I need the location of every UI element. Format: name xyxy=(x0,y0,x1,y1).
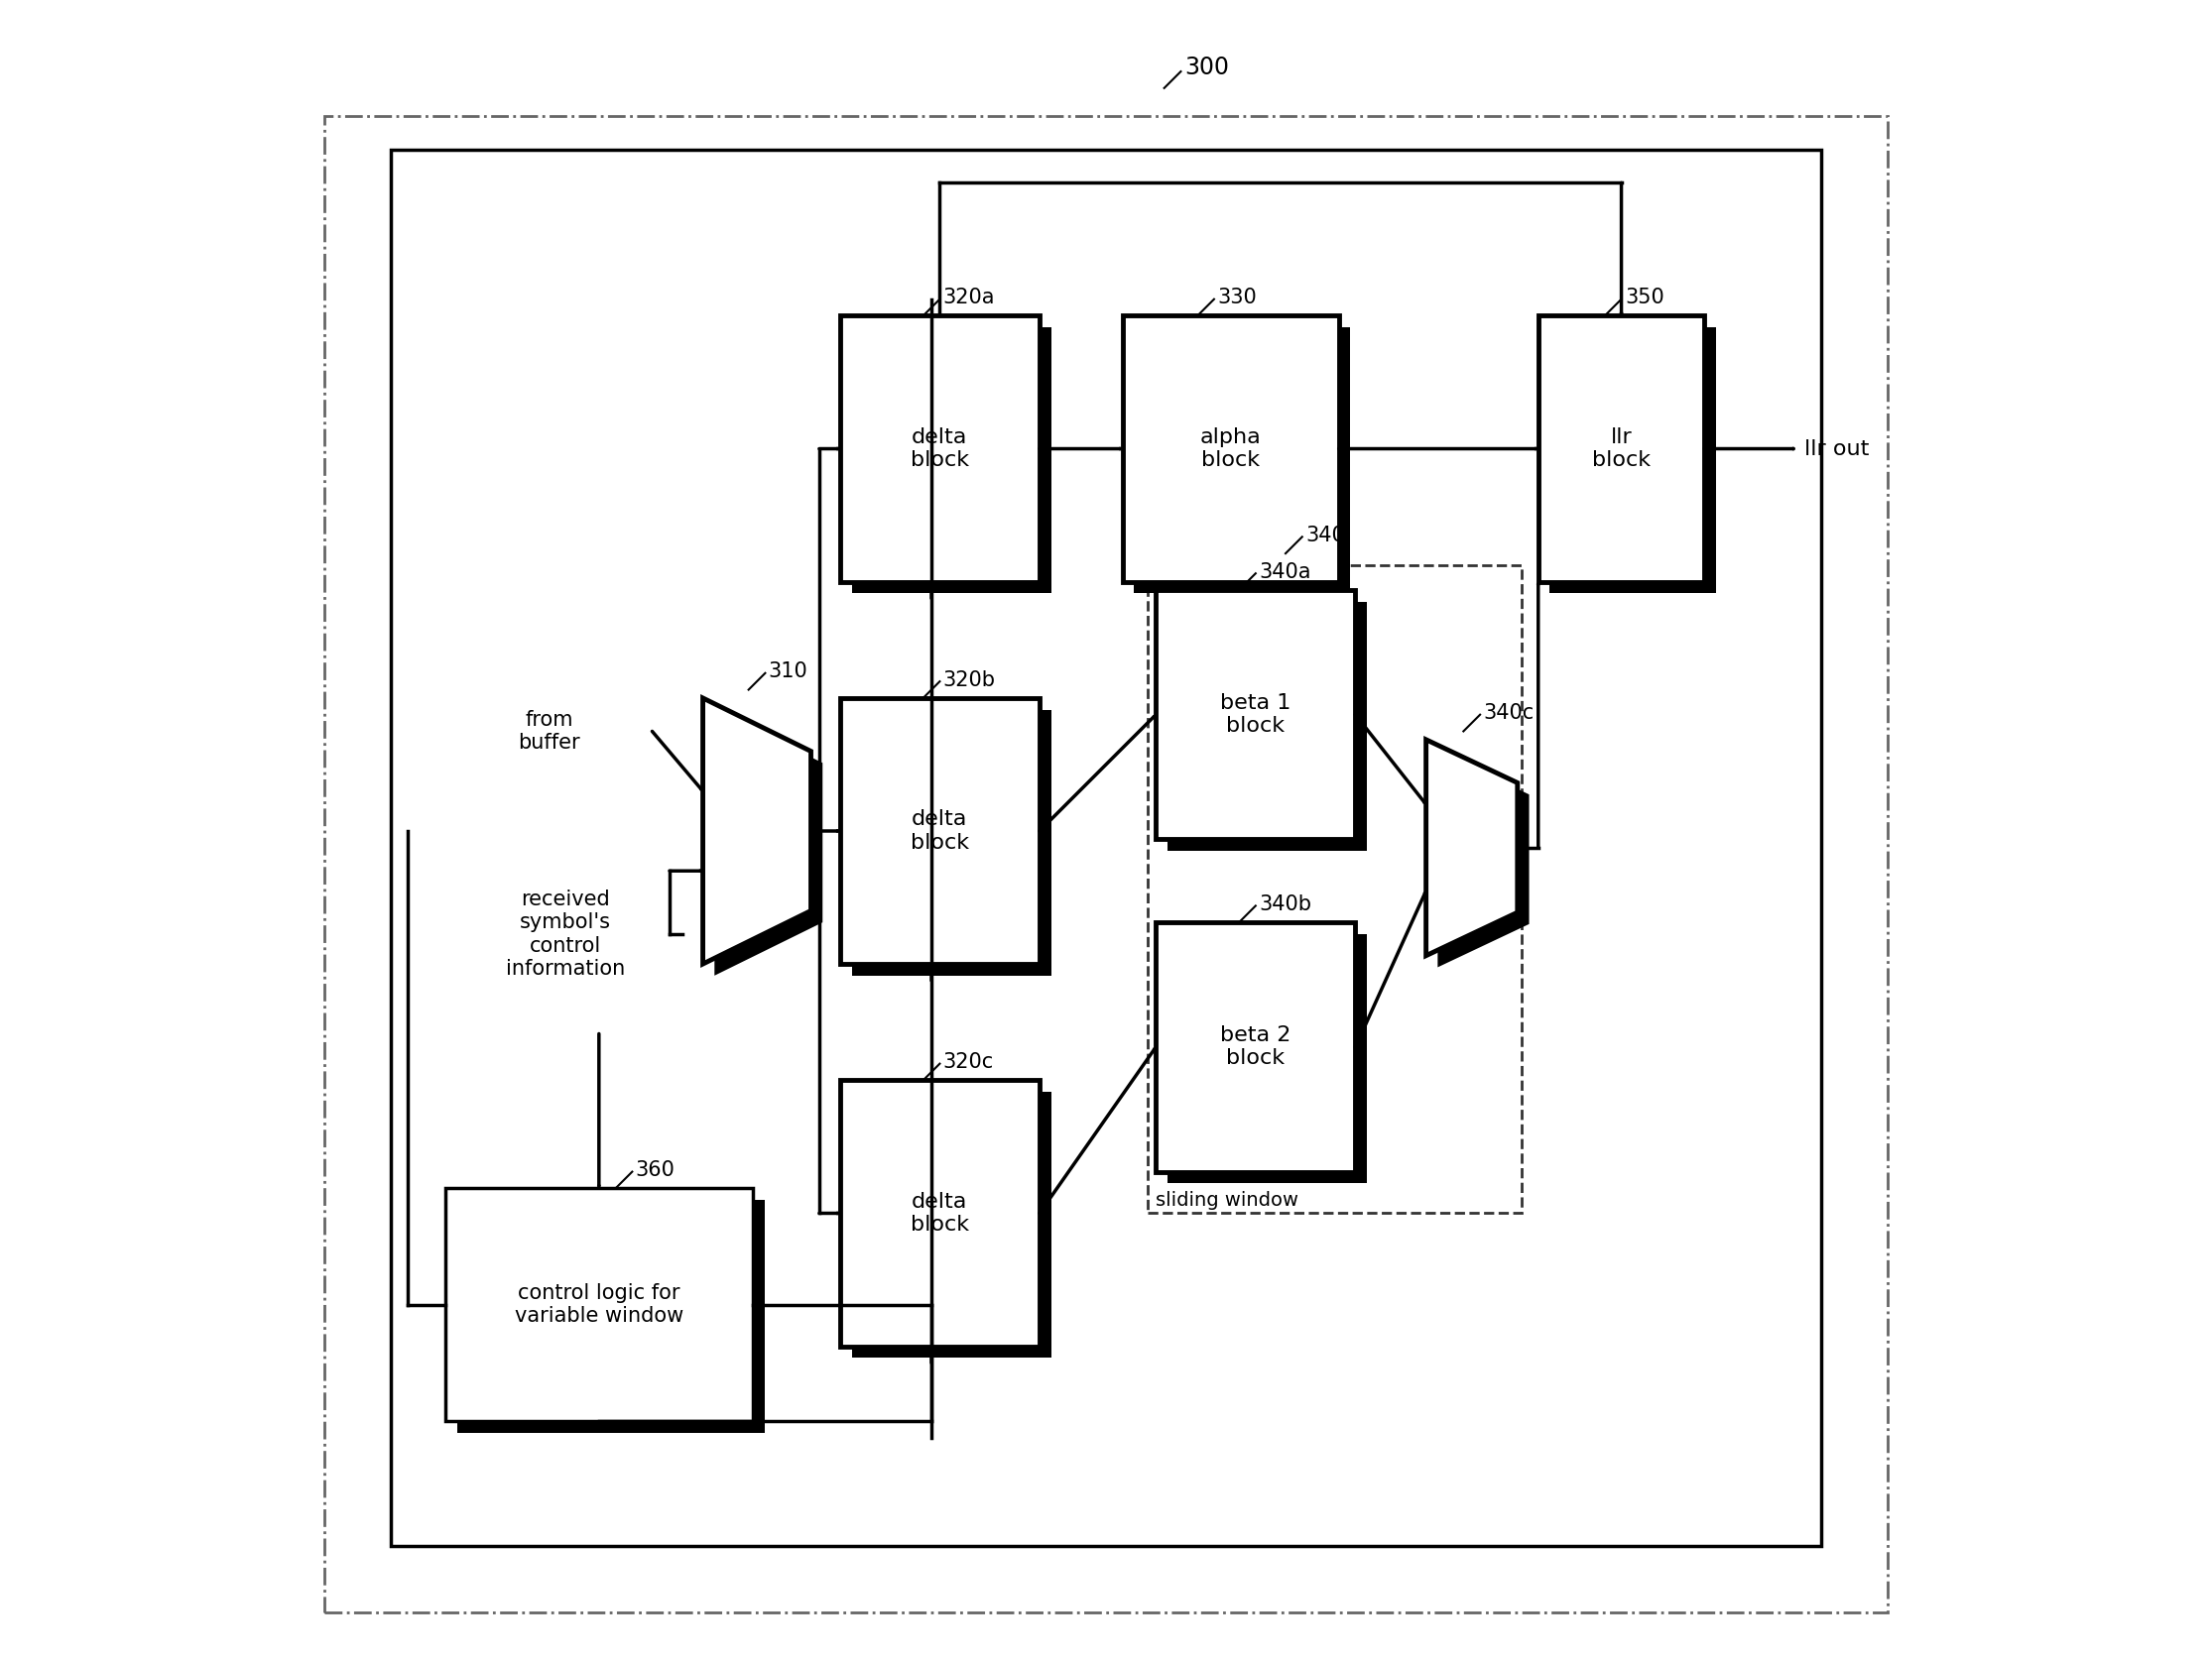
Polygon shape xyxy=(1427,740,1517,956)
Text: llr out: llr out xyxy=(1805,439,1869,459)
Bar xyxy=(1135,327,1349,593)
Bar xyxy=(852,327,1051,593)
Text: 340b: 340b xyxy=(1259,894,1312,914)
Bar xyxy=(1124,316,1338,582)
Bar xyxy=(852,710,1051,976)
Bar xyxy=(445,1188,752,1421)
Bar xyxy=(1551,327,1717,593)
Polygon shape xyxy=(714,710,823,976)
Text: beta 2
block: beta 2 block xyxy=(1221,1025,1292,1069)
Text: 320b: 320b xyxy=(942,670,995,690)
Text: 340a: 340a xyxy=(1259,562,1312,582)
Bar xyxy=(392,150,1820,1546)
Text: 350: 350 xyxy=(1624,288,1663,307)
Bar xyxy=(1168,934,1367,1183)
Text: 360: 360 xyxy=(635,1160,675,1180)
Text: 320a: 320a xyxy=(942,288,995,307)
Text: 340c: 340c xyxy=(1484,703,1535,723)
Bar xyxy=(841,698,1040,964)
Text: delta
block: delta block xyxy=(911,427,969,470)
Text: delta
block: delta block xyxy=(911,1192,969,1235)
Bar xyxy=(1168,602,1367,851)
Text: beta 1
block: beta 1 block xyxy=(1221,693,1292,736)
Bar xyxy=(1157,590,1356,839)
Text: llr
block: llr block xyxy=(1593,427,1650,470)
Bar xyxy=(1157,922,1356,1172)
Text: 340: 340 xyxy=(1305,525,1345,545)
Text: 300: 300 xyxy=(1183,57,1230,80)
Bar xyxy=(841,316,1040,582)
Text: alpha
block: alpha block xyxy=(1201,427,1261,470)
Bar xyxy=(1537,316,1705,582)
Text: sliding window: sliding window xyxy=(1157,1192,1298,1210)
Text: delta
block: delta block xyxy=(911,809,969,853)
Bar xyxy=(852,1092,1051,1358)
Text: received
symbol's
control
information: received symbol's control information xyxy=(507,889,626,979)
Text: from
buffer: from buffer xyxy=(518,710,580,753)
Text: 310: 310 xyxy=(768,661,807,681)
Bar xyxy=(1148,565,1522,1213)
Text: control logic for
variable window: control logic for variable window xyxy=(515,1283,684,1326)
Polygon shape xyxy=(703,698,812,964)
Polygon shape xyxy=(1438,751,1528,967)
Bar xyxy=(458,1200,765,1433)
Text: 330: 330 xyxy=(1217,288,1256,307)
Bar xyxy=(841,1080,1040,1346)
Text: 320c: 320c xyxy=(942,1052,993,1072)
